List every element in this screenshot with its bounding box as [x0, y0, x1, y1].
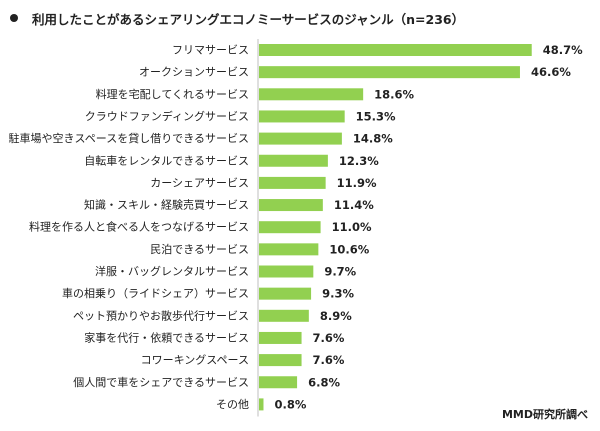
value-label: 15.3% [356, 109, 396, 123]
category-label: 家事を代行・依頼できるサービス [84, 330, 249, 344]
value-label: 9.3% [322, 287, 354, 301]
category-label: 民泊できるサービス [150, 243, 249, 256]
category-label: フリマサービス [172, 44, 249, 57]
bar [259, 199, 323, 212]
bar [259, 265, 314, 278]
category-label: 駐車場や空きスペースを貸し借りできるサービス [9, 131, 249, 145]
bar [259, 44, 532, 56]
bar [259, 154, 328, 167]
bar [259, 132, 342, 145]
bar [259, 66, 520, 79]
source-credit: MMD研究所調べ [501, 408, 588, 421]
bar [259, 243, 319, 256]
value-label: 9.7% [324, 265, 356, 279]
category-label: 料理を作る人と食べる人をつなげるサービス [29, 220, 249, 234]
value-label: 6.8% [308, 375, 340, 389]
bar [259, 221, 321, 234]
chart-title: 利用したことがあるシェアリングエコノミーサービスのジャンル（n=236） [32, 11, 465, 27]
category-label: 知識・スキル・経験売買サービス [84, 198, 249, 212]
bar [259, 376, 298, 389]
value-label: 11.0% [332, 220, 372, 234]
bar [259, 287, 312, 300]
category-label: 料理を宅配してくれるサービス [96, 87, 249, 101]
category-label: カーシェアサービス [150, 176, 249, 189]
value-label: 12.3% [339, 154, 379, 168]
category-label: 個人間で車をシェアできるサービス [73, 375, 249, 389]
bullet-icon [10, 14, 18, 22]
bar [259, 331, 302, 344]
value-label: 10.6% [329, 242, 369, 256]
category-label: 車の相乗り（ライドシェア）サービス [62, 286, 249, 300]
bar [259, 398, 264, 411]
category-label: コワーキングスペース [141, 353, 249, 367]
category-label: その他 [216, 398, 249, 411]
value-label: 7.6% [313, 331, 345, 345]
value-label: 11.4% [334, 198, 374, 212]
value-label: 7.6% [313, 353, 345, 367]
bar [259, 176, 326, 189]
category-label: 自転車をレンタルできるサービス [84, 153, 249, 167]
bar [259, 354, 302, 367]
value-label: 48.7% [543, 43, 583, 57]
value-label: 14.8% [353, 132, 393, 146]
value-label: 46.6% [531, 65, 571, 79]
bar [259, 309, 309, 322]
category-label: ペット預かりやお散歩代行サービス [73, 308, 249, 322]
chart-title-row: 利用したことがあるシェアリングエコノミーサービスのジャンル（n=236） [10, 8, 464, 28]
value-label: 11.9% [337, 176, 377, 190]
category-label: 洋服・バッグレンタルサービス [95, 264, 249, 278]
category-label: クラウドファンディングサービス [85, 109, 249, 123]
value-label: 8.9% [320, 309, 352, 323]
value-label: 18.6% [374, 87, 414, 101]
value-label: 0.8% [274, 397, 306, 411]
bar [259, 88, 364, 101]
category-label: オークションサービス [139, 66, 249, 79]
bar [259, 110, 345, 123]
